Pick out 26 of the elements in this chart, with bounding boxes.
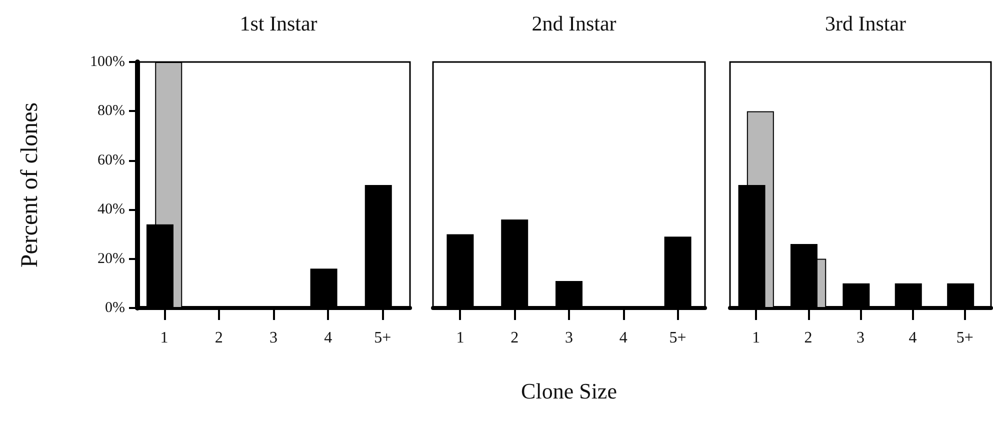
y-tick-label: 80% [98, 103, 125, 120]
chart-title: 2nd Instar [532, 12, 616, 36]
x-tick-label: 5+ [669, 330, 686, 346]
x-tick-label: 3 [565, 330, 573, 346]
y-axis-title: Percent of clones [17, 102, 43, 268]
x-tick-label: 4 [908, 330, 917, 346]
x-tick-label: 1 [752, 330, 760, 346]
x-tick-label: 2 [214, 330, 223, 346]
x-axis-title: Clone Size [521, 378, 617, 404]
x-tick-label: 3 [856, 330, 864, 346]
x-tick-label: 1 [160, 330, 168, 346]
y-tick-label: 40% [98, 202, 125, 218]
x-tick-label: 4 [324, 330, 332, 346]
x-tick-label: 5+ [956, 330, 974, 346]
y-tick-label: 100% [90, 54, 125, 70]
y-tick-label: 60% [98, 152, 125, 168]
chart-title: 3rd Instar [824, 12, 906, 36]
y-tick-label: 20% [98, 250, 125, 267]
x-tick-label: 2 [804, 330, 812, 346]
y-tick-label: 0% [105, 300, 125, 316]
x-tick-label: 4 [619, 330, 628, 346]
x-tick-label: 5+ [374, 330, 392, 346]
x-tick-label: 2 [510, 330, 519, 346]
x-tick-label: 1 [456, 330, 464, 346]
chart-title: 1st Instar [240, 12, 318, 36]
x-tick-label: 3 [270, 330, 278, 346]
